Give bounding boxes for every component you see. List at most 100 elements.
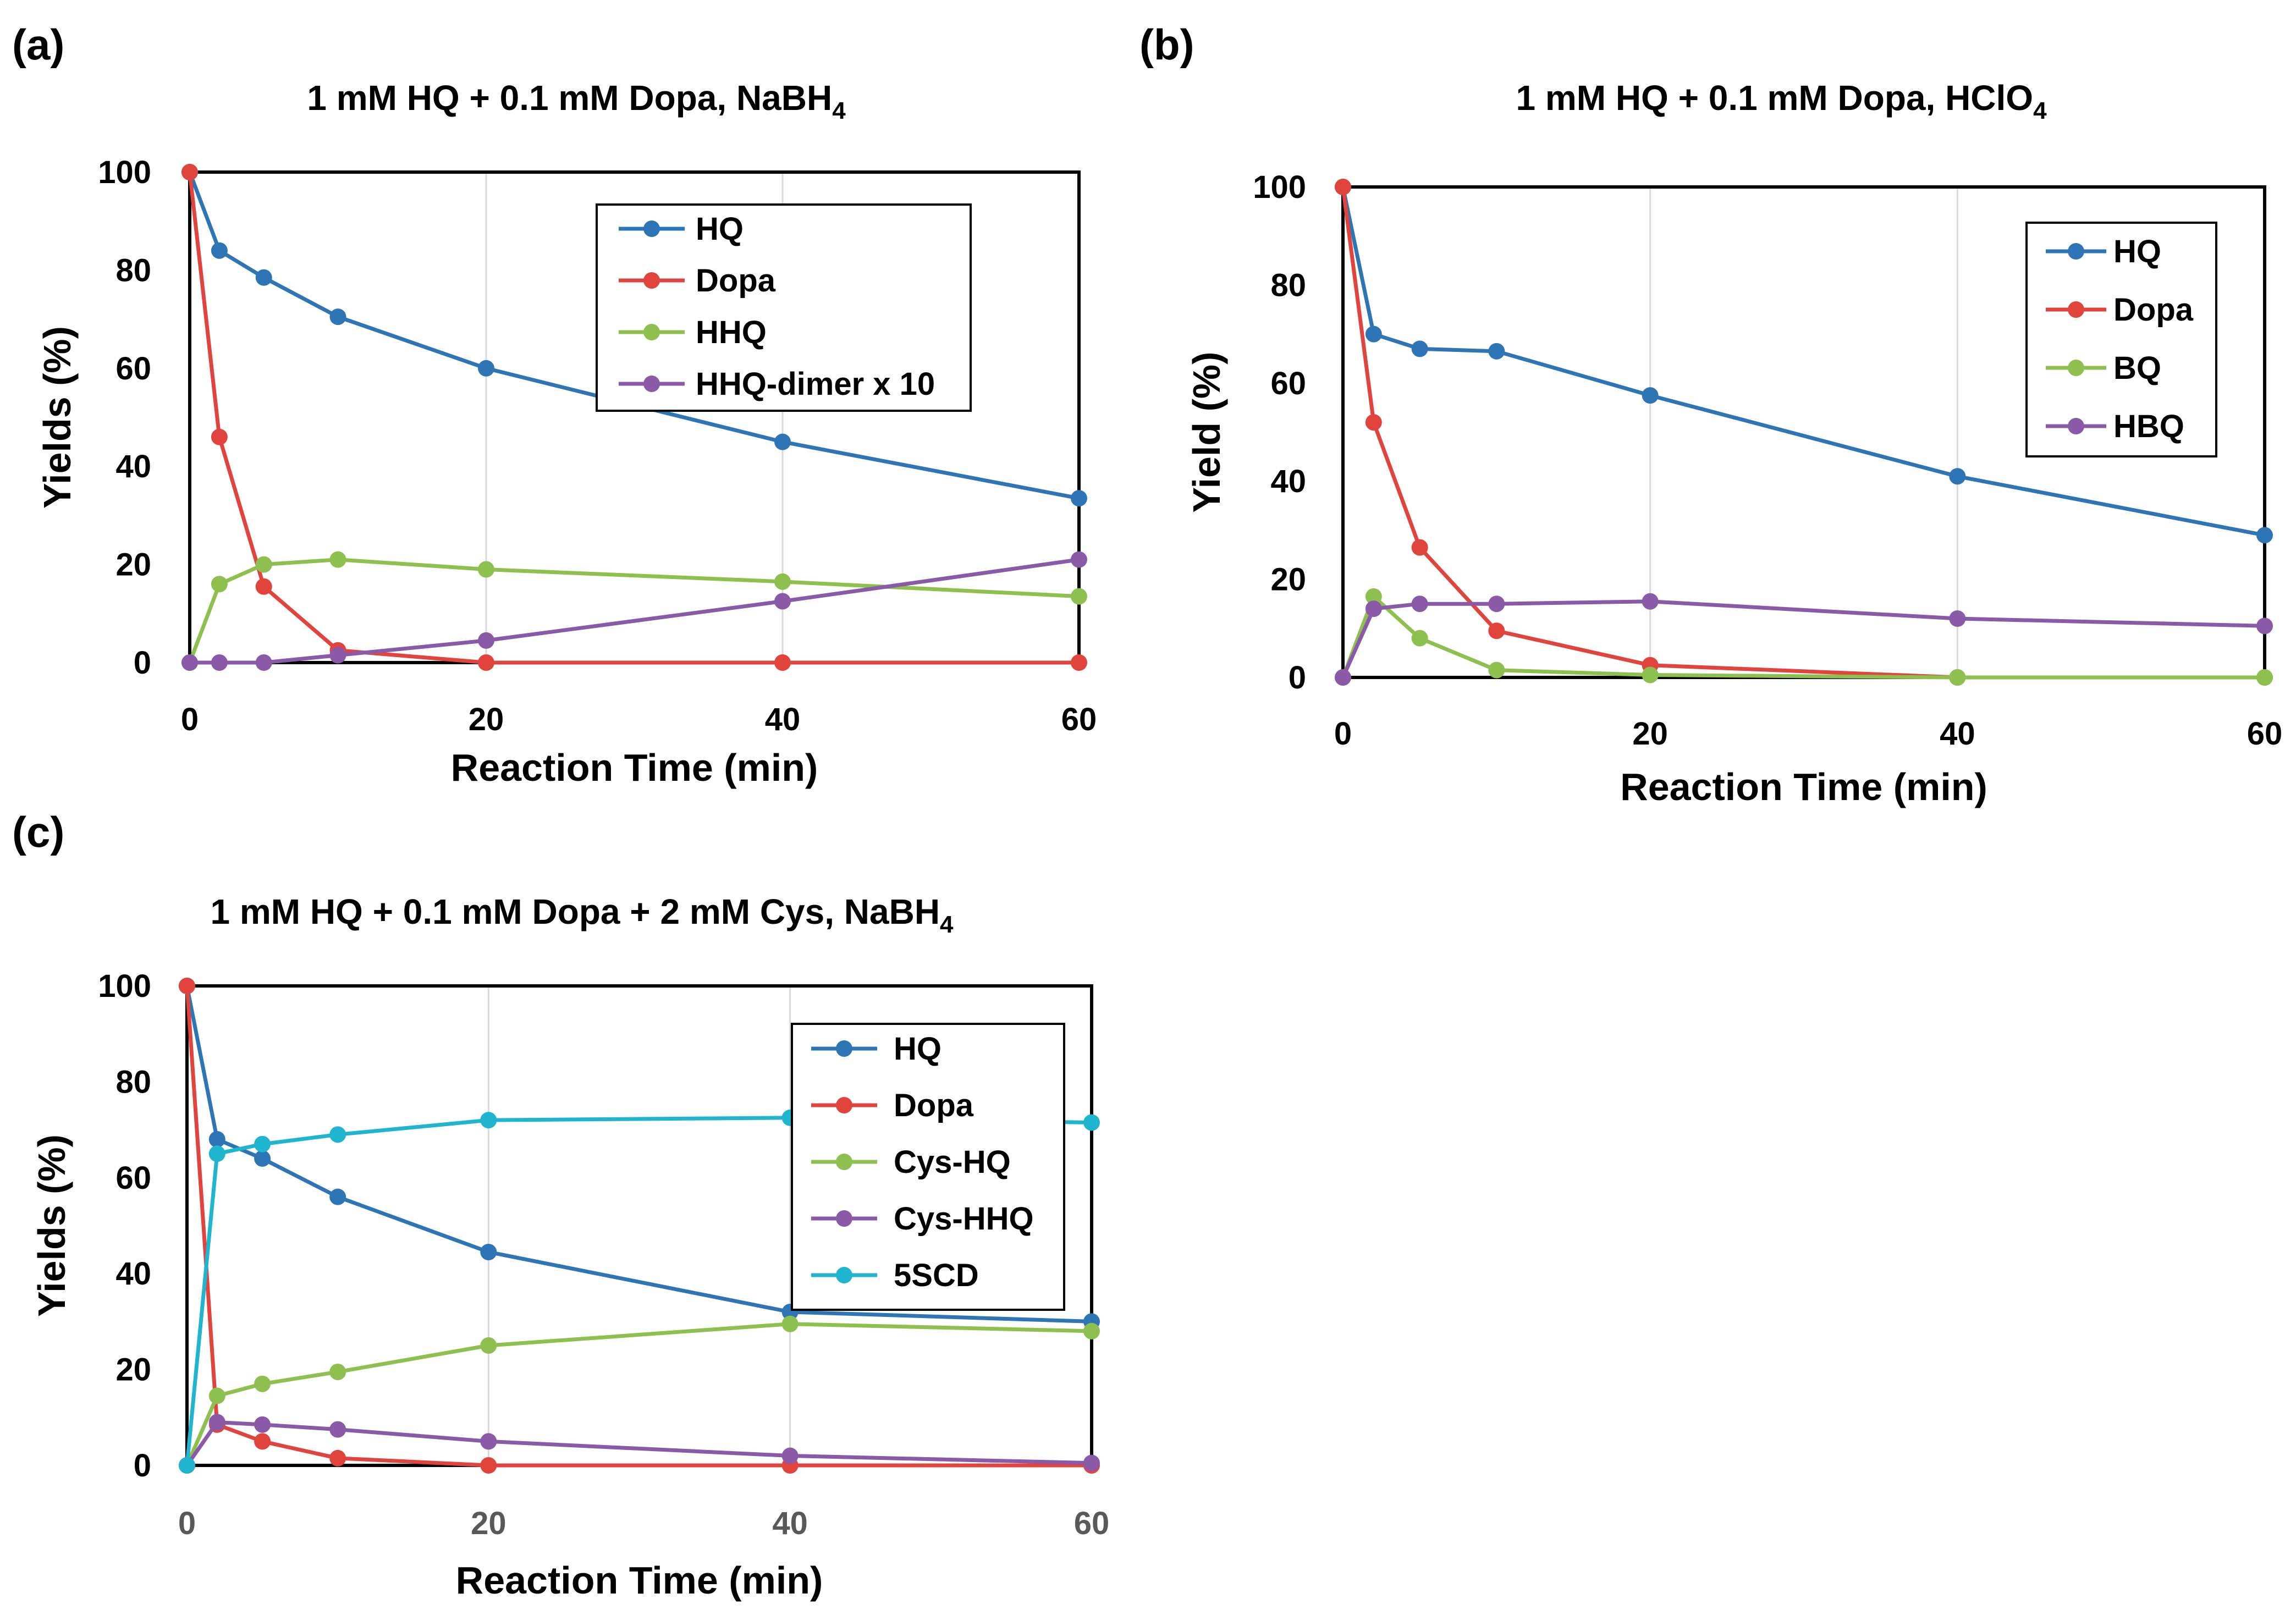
data-point — [1488, 661, 1505, 679]
x-axis-label: Reaction Time (min) — [1620, 765, 1987, 808]
legend-swatch-marker — [2068, 301, 2084, 318]
data-point — [211, 242, 228, 259]
legend-label: 5SCD — [894, 1258, 979, 1293]
data-point — [1949, 669, 1966, 686]
data-point — [781, 1315, 799, 1332]
legend-swatch-marker — [836, 1267, 852, 1283]
series-4 — [179, 1414, 1100, 1474]
panel-letter: (a) — [12, 20, 64, 69]
legend-swatch-marker — [643, 220, 660, 237]
data-point — [1411, 630, 1428, 647]
data-point — [329, 551, 346, 568]
y-tick-label: 40 — [115, 1256, 151, 1292]
data-point — [1365, 414, 1382, 431]
chart-panel-1: (a)1 mM HQ + 0.1 mM Dopa, NaBH4020406080… — [12, 20, 1097, 789]
data-point — [1411, 340, 1428, 357]
data-point — [329, 647, 346, 664]
data-point — [208, 1131, 225, 1148]
series-line — [185, 1420, 1092, 1467]
x-tick-label: 0 — [178, 1506, 196, 1541]
data-point — [478, 654, 494, 671]
legend-label: Dopa — [2113, 292, 2194, 328]
y-tick-label: 0 — [134, 1448, 151, 1484]
data-point — [1083, 1454, 1100, 1471]
data-point — [181, 654, 198, 671]
data-point — [1083, 1114, 1100, 1131]
data-point — [480, 1243, 497, 1260]
chart-title-subscript: 4 — [940, 911, 954, 938]
data-point — [255, 654, 272, 671]
data-point — [1365, 326, 1382, 343]
data-point — [254, 1150, 271, 1167]
legend-swatch-marker — [643, 272, 660, 289]
data-point — [329, 1188, 346, 1205]
y-tick-label: 20 — [115, 547, 151, 583]
data-point — [211, 428, 228, 445]
legend-label: Cys-HQ — [894, 1144, 1011, 1180]
chart-title: 1 mM HQ + 0.1 mM Dopa, HClO4 — [1516, 78, 2047, 124]
chart-title-subscript: 4 — [2033, 97, 2047, 124]
panel-letter: (b) — [1139, 20, 1194, 69]
y-tick-label: 0 — [1289, 660, 1306, 696]
x-tick-label: 40 — [772, 1506, 808, 1541]
series-line — [188, 558, 1080, 664]
data-point — [208, 1414, 225, 1431]
legend-label: Dopa — [894, 1088, 974, 1123]
x-tick-label: 40 — [765, 702, 801, 737]
data-point — [1335, 179, 1351, 195]
x-tick-label: 0 — [1334, 716, 1352, 752]
legend-label: HQ — [696, 211, 744, 247]
data-point — [480, 1433, 497, 1450]
x-tick-label: 0 — [181, 702, 199, 737]
data-point — [1642, 593, 1659, 610]
data-point — [1365, 600, 1382, 617]
data-point — [2256, 669, 2273, 686]
data-point — [1642, 666, 1659, 683]
chart-panel-3: (c) 1 mM HQ + 0.1 mM Dopa + 2 mM Cys, NaB… — [12, 808, 1109, 1602]
legend-label: HBQ — [2113, 409, 2184, 444]
data-point — [774, 433, 791, 450]
chart-panel-2: (b)1 mM HQ + 0.1 mM Dopa, HClO4020406080… — [1139, 20, 2282, 808]
chart-title-text: 1 mM HQ + 0.1 mM Dopa + 2 mM Cys, NaBH — [210, 892, 940, 931]
data-point — [208, 1387, 225, 1404]
data-point — [1642, 387, 1659, 404]
series-3 — [181, 551, 1087, 671]
data-point — [1083, 1322, 1100, 1339]
y-tick-label: 80 — [1270, 267, 1306, 303]
legend-swatch-marker — [836, 1040, 852, 1057]
y-tick-label: 40 — [115, 449, 151, 484]
legend: HQ Dopa Cys-HQ Cys-HHQ 5SCD — [791, 1023, 1065, 1311]
data-point — [254, 1135, 271, 1153]
y-tick-label: 60 — [115, 351, 151, 387]
y-tick-label: 80 — [115, 252, 151, 288]
data-point — [480, 1457, 497, 1474]
data-point — [774, 654, 791, 671]
y-tick-label: 60 — [115, 1160, 151, 1196]
series-1 — [179, 978, 1100, 1330]
legend-swatch-marker — [836, 1097, 852, 1113]
legend-label: HHQ-dimer x 10 — [696, 366, 935, 402]
data-point — [255, 578, 272, 595]
y-axis-label: Yields (%) — [30, 1134, 73, 1317]
series-4 — [1335, 593, 2273, 686]
y-tick-label: 20 — [1270, 562, 1306, 598]
data-point — [329, 308, 346, 326]
data-point — [254, 1433, 271, 1450]
data-point — [1411, 596, 1428, 613]
data-point — [179, 978, 195, 994]
data-point — [1949, 468, 1966, 485]
legend-box — [2025, 222, 2217, 457]
data-point — [478, 561, 494, 578]
series-5 — [179, 1109, 1100, 1474]
data-point — [480, 1337, 497, 1354]
chart-title: 1 mM HQ + 0.1 mM Dopa + 2 mM Cys, NaBH4 — [210, 892, 954, 938]
data-point — [1488, 622, 1505, 639]
legend-swatch-marker — [836, 1210, 852, 1227]
data-point — [211, 576, 228, 593]
legend-swatch-marker — [2068, 360, 2084, 376]
data-point — [1071, 490, 1087, 507]
legend-box — [596, 203, 972, 412]
legend-label: HQ — [2113, 234, 2161, 269]
data-point — [1071, 551, 1087, 568]
legend-swatch-marker — [2068, 418, 2084, 434]
